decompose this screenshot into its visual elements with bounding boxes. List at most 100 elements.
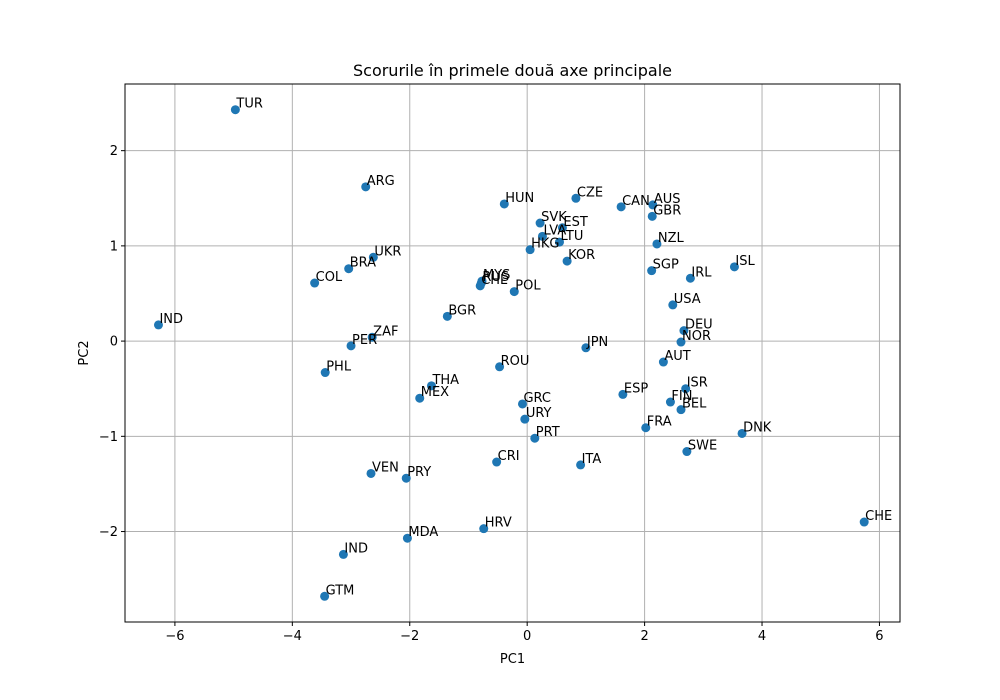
- data-point-aus: [648, 200, 658, 210]
- point-label-rus: RUS: [482, 270, 509, 285]
- point-label-sgp: SGP: [653, 258, 679, 273]
- point-label-prt: PRT: [536, 425, 560, 440]
- point-label-hun: HUN: [505, 191, 534, 206]
- point-label-est: EST: [563, 215, 587, 230]
- point-label-chl: CHL: [481, 273, 508, 288]
- x-axis-label: PC1: [500, 652, 525, 667]
- gridlines: [125, 84, 900, 622]
- data-point-per: [346, 341, 356, 351]
- data-point-nor: [676, 337, 686, 347]
- data-point-irl: [685, 273, 695, 283]
- point-label-svk: SVK: [541, 210, 567, 225]
- data-point-fra: [641, 423, 651, 433]
- data-point-ltu: [554, 237, 564, 247]
- point-label-hkg: HKG: [531, 237, 559, 252]
- x-tick-label: 4: [758, 629, 766, 644]
- data-point-pry: [401, 473, 411, 483]
- point-label-rou: ROU: [501, 354, 530, 369]
- point-label-grc: GRC: [523, 391, 551, 406]
- point-label-swe: SWE: [688, 439, 717, 454]
- point-label-isr: ISR: [687, 376, 708, 391]
- data-point-usa: [668, 300, 678, 310]
- data-point-chl: [475, 281, 485, 291]
- point-label-ury: URY: [526, 406, 552, 421]
- data-point-grc: [517, 399, 527, 409]
- point-label-zaf: ZAF: [373, 324, 398, 339]
- point-label-che: CHE: [865, 509, 892, 524]
- data-point-can: [616, 202, 626, 212]
- point-label-mda: MDA: [408, 525, 438, 540]
- data-point-tur: [230, 105, 240, 115]
- y-tick-label: −2: [99, 525, 118, 540]
- data-point-pol: [509, 287, 519, 297]
- point-label-tur: TUR: [235, 97, 263, 112]
- data-point-jpn: [581, 343, 591, 353]
- point-label-jpn: JPN: [586, 335, 608, 350]
- point-label-hrv: HRV: [485, 516, 512, 531]
- data-point-svk: [535, 218, 545, 228]
- data-point-hkg: [525, 245, 535, 255]
- data-point-bgr: [442, 311, 452, 321]
- x-tick-label: −2: [400, 629, 419, 644]
- point-label-cze: CZE: [577, 185, 603, 200]
- x-axis-ticks: −6 −4 −2 0 2 4 6: [165, 622, 884, 644]
- y-tick-label: −1: [99, 430, 118, 445]
- point-label-pry: PRY: [407, 465, 431, 480]
- data-point-prt: [530, 433, 540, 443]
- data-point-dnk: [737, 428, 747, 438]
- point-label-nor: NOR: [682, 329, 711, 344]
- point-label-isl: ISL: [735, 254, 755, 269]
- point-label-usa: USA: [674, 292, 701, 307]
- point-label-dnk: DNK: [743, 420, 772, 435]
- data-point-ury: [520, 414, 530, 424]
- y-axis-label: PC2: [77, 340, 92, 365]
- x-tick-label: −4: [283, 629, 302, 644]
- data-point-esp: [618, 389, 628, 399]
- point-label-bgr: BGR: [448, 303, 476, 318]
- point-label-arg: ARG: [367, 174, 395, 189]
- x-tick-label: 0: [523, 629, 531, 644]
- point-label-deu: DEU: [685, 318, 713, 333]
- point-label-can: CAN: [622, 194, 650, 209]
- data-point-mex: [415, 393, 425, 403]
- point-label-aut: AUT: [664, 349, 690, 364]
- data-point-kor: [562, 256, 572, 266]
- data-point-isl: [729, 262, 739, 272]
- data-point-col: [310, 278, 320, 288]
- point-label-ven: VEN: [372, 460, 399, 475]
- data-point-gtm: [320, 591, 330, 601]
- data-point-est: [557, 223, 567, 233]
- plot-frame: [124, 83, 901, 623]
- x-tick-label: −6: [165, 629, 184, 644]
- data-point-bra: [344, 264, 354, 274]
- data-point-ven: [366, 468, 376, 478]
- data-point-arg: [361, 182, 371, 192]
- data-point-rou: [495, 362, 505, 372]
- data-point-mda: [402, 533, 412, 543]
- point-label-irl: IRL: [691, 265, 712, 280]
- data-point-swe: [682, 447, 692, 457]
- data-point-ita: [576, 460, 586, 470]
- point-label-ukr: UKR: [374, 244, 401, 259]
- data-point-aut: [658, 357, 668, 367]
- y-tick-label: 1: [110, 239, 118, 254]
- data-point-ind: [153, 320, 163, 330]
- data-point-che: [859, 517, 869, 527]
- data-point-ind: [338, 549, 348, 559]
- point-label-aus: AUS: [654, 192, 681, 207]
- data-point-lva: [537, 231, 547, 241]
- point-label-gbr: GBR: [653, 203, 681, 218]
- data-points: [153, 105, 869, 601]
- data-point-tha: [426, 381, 436, 391]
- data-point-cri: [492, 457, 502, 467]
- point-label-fra: FRA: [647, 415, 672, 430]
- data-point-fin: [665, 397, 675, 407]
- y-tick-label: 0: [110, 335, 118, 350]
- point-label-ind: IND: [344, 541, 368, 556]
- y-tick-label: 2: [110, 144, 118, 159]
- data-point-deu: [679, 326, 689, 336]
- point-label-mys: MYS: [483, 268, 510, 283]
- point-label-phl: PHL: [326, 360, 352, 375]
